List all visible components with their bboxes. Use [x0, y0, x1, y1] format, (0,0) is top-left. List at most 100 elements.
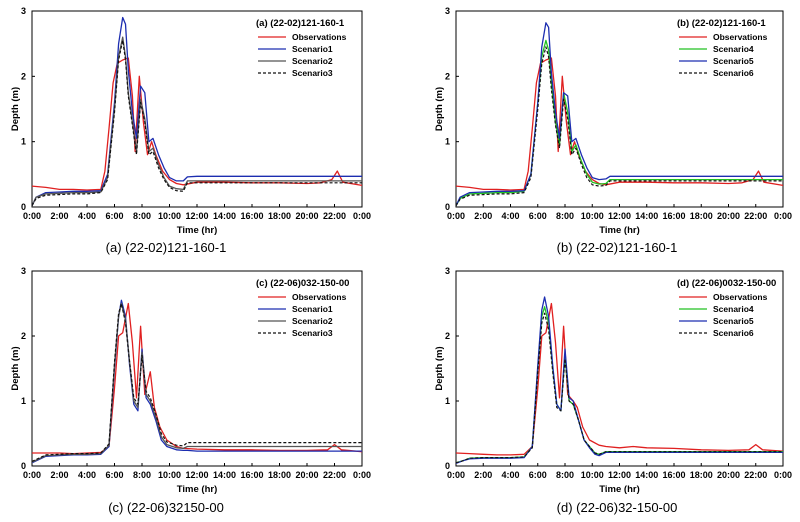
y-axis-label: Depth (m) — [434, 346, 445, 390]
legend-entry: Scenario3 — [292, 68, 333, 78]
x-tick-label: 14:00 — [635, 211, 658, 221]
y-tick-label: 3 — [21, 6, 26, 16]
series-line-observations — [456, 302, 783, 456]
x-tick-label: 18:00 — [690, 211, 713, 221]
x-tick-label: 6:00 — [529, 211, 547, 221]
series-line-observations — [32, 302, 362, 455]
panel-title: (c) (22-06)032-150-00 — [256, 278, 349, 289]
x-tick-label: 20:00 — [717, 211, 740, 221]
panel-caption: (d) (22-06)32-150-00 — [557, 500, 678, 515]
legend-entry: Observations — [713, 32, 768, 42]
panel-title: (b) (22-02)121-160-1 — [677, 18, 766, 29]
x-tick-label: 4:00 — [501, 470, 519, 480]
legend-entry: Scenario1 — [292, 44, 333, 54]
x-tick-label: 2:00 — [50, 470, 68, 480]
x-tick-label: 0:00 — [447, 211, 465, 221]
x-tick-label: 12:00 — [185, 470, 208, 480]
x-tick-label: 4:00 — [78, 470, 96, 480]
x-tick-label: 6:00 — [105, 470, 123, 480]
panel-title: (a) (22-02)121-160-1 — [256, 18, 345, 29]
x-tick-label: 22:00 — [744, 211, 767, 221]
x-tick-label: 4:00 — [78, 211, 96, 221]
y-tick-label: 2 — [445, 331, 450, 341]
y-tick-label: 2 — [21, 331, 26, 341]
x-tick-label: 0:00 — [353, 470, 371, 480]
x-tick-label: 22:00 — [323, 470, 346, 480]
y-tick-label: 2 — [445, 71, 450, 81]
legend-entry: Observations — [292, 32, 347, 42]
x-tick-label: 12:00 — [608, 470, 631, 480]
legend-entry: Scenario2 — [292, 316, 333, 326]
x-tick-label: 18:00 — [268, 470, 291, 480]
y-tick-label: 0 — [21, 461, 26, 471]
x-tick-label: 16:00 — [240, 211, 263, 221]
panel-caption: (c) (22-06)32150-00 — [108, 500, 224, 515]
series-line-scenario6 — [456, 46, 783, 207]
x-axis-label: Time (hr) — [177, 484, 217, 495]
x-tick-label: 14:00 — [635, 470, 658, 480]
y-tick-label: 0 — [21, 202, 26, 212]
legend-entry: Scenario6 — [713, 328, 754, 338]
x-tick-label: 20:00 — [295, 470, 318, 480]
y-tick-label: 3 — [445, 266, 450, 276]
x-tick-label: 8:00 — [133, 211, 151, 221]
x-tick-label: 0:00 — [23, 211, 41, 221]
x-tick-label: 22:00 — [323, 211, 346, 221]
x-tick-label: 10:00 — [581, 211, 604, 221]
y-tick-label: 0 — [445, 202, 450, 212]
series-line-observations — [456, 57, 783, 191]
x-tick-label: 8:00 — [133, 470, 151, 480]
y-tick-label: 1 — [445, 137, 450, 147]
x-tick-label: 8:00 — [556, 211, 574, 221]
legend-entry: Scenario2 — [292, 56, 333, 66]
series-line-scenario3 — [32, 302, 362, 462]
chart-panel-d: 0:00 2:00 4:00 6:00 8:00 10:00 12:00 14:00 16:00… — [434, 266, 792, 515]
legend-entry: Scenario5 — [713, 316, 754, 326]
legend-entry: Observations — [713, 292, 768, 302]
x-tick-label: 0:00 — [23, 470, 41, 480]
series-line-scenario1 — [32, 16, 362, 206]
y-tick-label: 3 — [445, 6, 450, 16]
series-group — [456, 296, 783, 465]
y-tick-label: 3 — [21, 266, 26, 276]
x-tick-label: 0:00 — [353, 211, 371, 221]
x-tick-label: 16:00 — [662, 211, 685, 221]
x-tick-label: 20:00 — [295, 211, 318, 221]
x-tick-label: 6:00 — [105, 211, 123, 221]
legend-entry: Scenario6 — [713, 68, 754, 78]
legend-entry: Scenario4 — [713, 304, 754, 314]
y-axis-label: Depth (m) — [10, 87, 21, 131]
series-line-observations — [32, 57, 362, 191]
panel-caption: (b) (22-02)121-160-1 — [557, 240, 678, 255]
y-tick-label: 1 — [21, 137, 26, 147]
x-tick-label: 10:00 — [158, 211, 181, 221]
panel-caption: (a) (22-02)121-160-1 — [106, 240, 227, 255]
x-tick-label: 14:00 — [213, 211, 236, 221]
x-tick-label: 2:00 — [50, 211, 68, 221]
y-tick-label: 2 — [21, 71, 26, 81]
x-tick-label: 20:00 — [717, 470, 740, 480]
x-tick-label: 22:00 — [744, 470, 767, 480]
legend-entry: Scenario3 — [292, 328, 333, 338]
series-group — [32, 299, 362, 464]
x-tick-label: 12:00 — [608, 211, 631, 221]
x-axis-label: Time (hr) — [177, 225, 217, 236]
x-axis-label: Time (hr) — [599, 225, 639, 236]
y-axis-label: Depth (m) — [434, 87, 445, 131]
y-tick-label: 1 — [445, 396, 450, 406]
x-axis-label: Time (hr) — [599, 484, 639, 495]
series-line-scenario5 — [456, 22, 783, 206]
x-tick-label: 18:00 — [690, 470, 713, 480]
legend-entry: Scenario1 — [292, 304, 333, 314]
x-tick-label: 0:00 — [774, 211, 792, 221]
chart-panel-c: 0:00 2:00 4:00 6:00 8:00 10:00 12:00 14:00 16:00… — [10, 266, 371, 515]
series-group — [32, 16, 362, 206]
x-tick-label: 10:00 — [158, 470, 181, 480]
x-tick-label: 14:00 — [213, 470, 236, 480]
y-tick-label: 1 — [21, 396, 26, 406]
x-tick-label: 6:00 — [529, 470, 547, 480]
panel-title: (d) (22-06)0032-150-00 — [677, 278, 776, 289]
x-tick-label: 18:00 — [268, 211, 291, 221]
chart-panel-b: 0:00 2:00 4:00 6:00 8:00 10:00 12:00 14:00 16:00… — [434, 6, 792, 255]
